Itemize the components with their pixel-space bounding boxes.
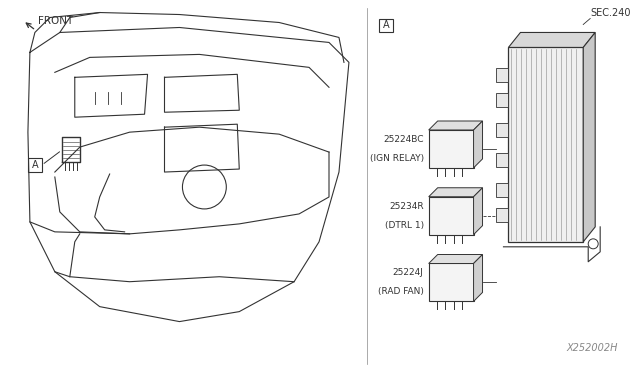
Text: 25224BC: 25224BC xyxy=(383,135,424,144)
Text: (RAD FAN): (RAD FAN) xyxy=(378,288,424,296)
Text: A: A xyxy=(31,160,38,170)
Polygon shape xyxy=(429,121,483,130)
Polygon shape xyxy=(474,254,483,301)
Bar xyxy=(429,263,474,301)
Bar xyxy=(497,68,508,82)
Bar xyxy=(379,19,393,32)
Bar xyxy=(583,145,593,157)
Text: 25234R: 25234R xyxy=(389,202,424,211)
Bar xyxy=(497,123,508,137)
Text: SEC.240: SEC.240 xyxy=(590,7,630,17)
Text: 25224J: 25224J xyxy=(393,269,424,278)
Bar xyxy=(497,153,508,167)
Bar xyxy=(497,183,508,197)
Polygon shape xyxy=(429,254,483,263)
Text: A: A xyxy=(383,20,389,31)
Text: (DTRL 1): (DTRL 1) xyxy=(385,221,424,230)
Bar xyxy=(497,93,508,107)
Text: FRONT: FRONT xyxy=(38,16,73,26)
Bar xyxy=(429,197,474,235)
Polygon shape xyxy=(429,188,483,197)
Bar xyxy=(508,47,583,242)
Bar xyxy=(583,215,593,227)
Polygon shape xyxy=(508,32,595,47)
Bar xyxy=(497,208,508,222)
Polygon shape xyxy=(474,121,483,168)
Bar xyxy=(583,110,593,122)
Bar xyxy=(583,180,593,192)
Bar xyxy=(28,158,42,172)
Text: X252002H: X252002H xyxy=(566,343,618,353)
Polygon shape xyxy=(583,32,595,242)
Text: (IGN RELAY): (IGN RELAY) xyxy=(369,154,424,163)
Bar xyxy=(429,130,474,168)
Bar xyxy=(583,76,593,87)
Polygon shape xyxy=(474,188,483,235)
